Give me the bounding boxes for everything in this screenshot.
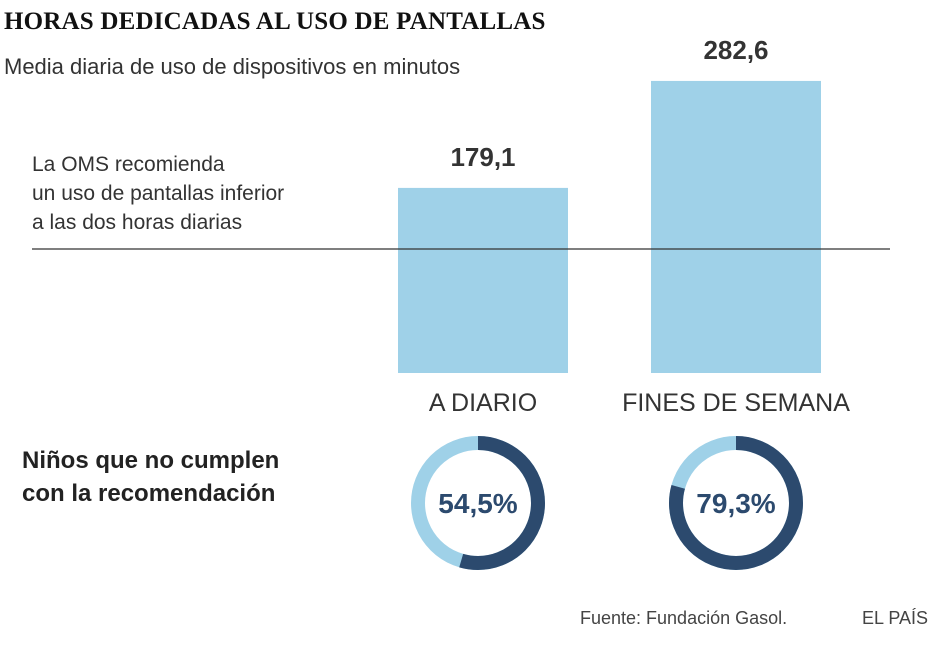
donut-arc xyxy=(411,436,545,570)
bar xyxy=(398,187,568,373)
source-note: Fuente: Fundación Gasol. xyxy=(580,608,788,628)
donut-arc xyxy=(669,436,803,570)
brand-logo: EL PAÍS xyxy=(862,608,929,628)
bar-value-label: 179,1 xyxy=(450,142,515,172)
reference-note-line: un uso de pantallas inferior xyxy=(32,182,285,205)
category-label: FINES DE SEMANA xyxy=(622,389,850,417)
reference-note-line: La OMS recomienda xyxy=(32,153,225,176)
bar-value-label: 282,6 xyxy=(703,35,768,65)
bar xyxy=(651,80,821,374)
donut-label-line: con la recomendación xyxy=(22,480,276,507)
category-label: A DIARIO xyxy=(429,389,537,417)
donut-value-label: 79,3% xyxy=(696,488,775,519)
chart-title: HORAS DEDICADAS AL USO DE PANTALLAS xyxy=(4,8,546,35)
reference-note-line: a las dos horas diarias xyxy=(32,211,243,234)
donut-section-label: Niños que no cumplen con la recomendació… xyxy=(22,444,279,510)
chart-subtitle: Media diaria de uso de dispositivos en m… xyxy=(4,54,461,79)
reference-note: La OMS recomienda un uso de pantallas in… xyxy=(32,150,372,237)
donut-value-label: 54,5% xyxy=(438,488,517,519)
donut-label-line: Niños que no cumplen xyxy=(22,447,280,474)
